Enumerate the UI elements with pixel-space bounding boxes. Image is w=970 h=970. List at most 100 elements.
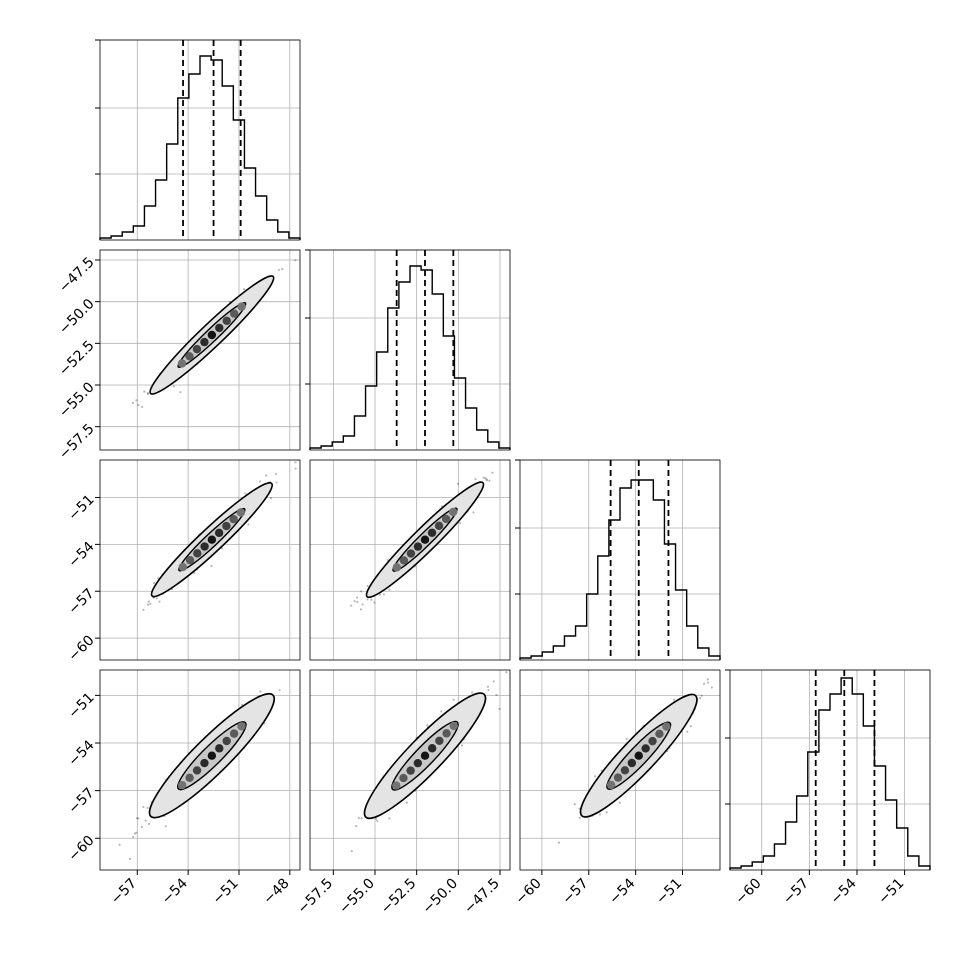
x-tick-label: −60 <box>732 876 764 908</box>
scatter-point <box>142 608 145 611</box>
scatter-point <box>357 816 360 820</box>
density-blob <box>413 542 423 551</box>
scatter-point <box>488 479 491 482</box>
panel-frame <box>99 39 301 241</box>
scatter-point <box>686 730 689 733</box>
scatter-point <box>275 481 278 484</box>
scatter-point <box>135 817 139 820</box>
density-blob <box>222 316 231 325</box>
scatter-point <box>605 811 608 814</box>
scatter-point <box>143 390 146 393</box>
histogram-step <box>99 55 301 240</box>
scatter-point <box>179 391 182 394</box>
scatter-point <box>598 813 602 816</box>
density-blob <box>406 549 416 558</box>
x-tick-label: −57 <box>108 876 140 908</box>
scatter-point <box>672 698 676 701</box>
scatter-point <box>265 474 268 477</box>
density-blob <box>185 555 195 565</box>
scatter-point <box>220 547 224 550</box>
density-blob <box>215 323 224 333</box>
scatter-point <box>350 850 353 853</box>
scatter-point <box>281 268 284 271</box>
scatter-point <box>172 385 175 388</box>
scatter-point <box>294 467 297 470</box>
scatter-point <box>278 689 281 692</box>
y-tick-label: −57 <box>65 785 97 817</box>
density-blob <box>399 556 409 565</box>
density-blob <box>178 780 187 790</box>
y-tick-label: −54 <box>65 737 97 769</box>
y-tick-label: −57.5 <box>56 421 98 463</box>
density-blob <box>200 337 209 347</box>
scatter-point <box>158 600 161 603</box>
scatter-point <box>91 445 93 447</box>
density-blob <box>214 528 224 538</box>
scatter-point <box>259 690 262 693</box>
joint-panel-3-1 <box>99 459 301 661</box>
scatter-point <box>457 482 460 485</box>
x-tick-label: −51 <box>210 876 242 908</box>
density-blob <box>427 744 437 753</box>
scatter-point <box>164 825 167 828</box>
scatter-point <box>458 521 462 525</box>
density-blob <box>192 345 202 354</box>
scatter-point <box>146 392 149 395</box>
scatter-point <box>370 598 373 601</box>
histogram-step <box>519 479 721 660</box>
scatter-point <box>485 478 488 481</box>
scatter-point <box>557 841 560 844</box>
scatter-point <box>360 590 363 593</box>
panel-frame <box>729 669 931 871</box>
scatter-point <box>593 775 597 778</box>
scatter-point <box>578 816 581 819</box>
scatter-point <box>274 472 277 476</box>
scatter-point <box>495 693 498 697</box>
panel-frame <box>309 249 511 451</box>
y-tick-label: −60 <box>65 833 97 865</box>
histogram-step <box>309 265 511 450</box>
scatter-point <box>625 737 628 740</box>
y-tick-label: −60 <box>65 632 97 664</box>
density-blob <box>236 508 246 517</box>
x-tick-label: −50.0 <box>420 876 462 918</box>
y-tick-label: −47.5 <box>56 254 98 296</box>
scatter-point <box>452 698 455 701</box>
scatter-point <box>707 681 710 684</box>
density-blob <box>448 507 458 517</box>
hist-panel-3 <box>515 459 721 661</box>
scatter-point <box>155 597 158 600</box>
scatter-point <box>706 678 709 681</box>
panel-frame <box>519 459 721 661</box>
scatter-point <box>142 805 145 809</box>
density-blob <box>662 722 671 731</box>
density-blob <box>207 751 217 760</box>
panel-frame <box>309 459 511 661</box>
density-blob <box>230 309 239 318</box>
scatter-point <box>356 600 359 604</box>
density-blob <box>237 722 246 731</box>
density-blob <box>435 736 444 746</box>
scatter-point <box>135 399 138 402</box>
density-blob <box>229 515 238 524</box>
scatter-point <box>350 604 353 607</box>
density-blob <box>222 521 231 531</box>
density-blob <box>606 780 616 790</box>
scatter-point <box>146 806 149 809</box>
y-tick-label: −54 <box>65 539 97 571</box>
scatter-point <box>360 817 363 820</box>
hist-panel-1 <box>95 39 301 241</box>
density-blob <box>627 758 637 768</box>
scatter-point <box>378 593 382 596</box>
hist-panel-4 <box>725 669 931 871</box>
density-blob <box>441 514 451 524</box>
scatter-point <box>147 822 151 826</box>
density-blob <box>420 535 430 544</box>
scatter-point <box>405 801 408 804</box>
panel-frame <box>99 459 301 661</box>
x-tick-label: −48 <box>260 876 292 908</box>
density-blob <box>193 549 202 558</box>
scatter-point <box>366 598 369 601</box>
scatter-point <box>128 857 132 860</box>
